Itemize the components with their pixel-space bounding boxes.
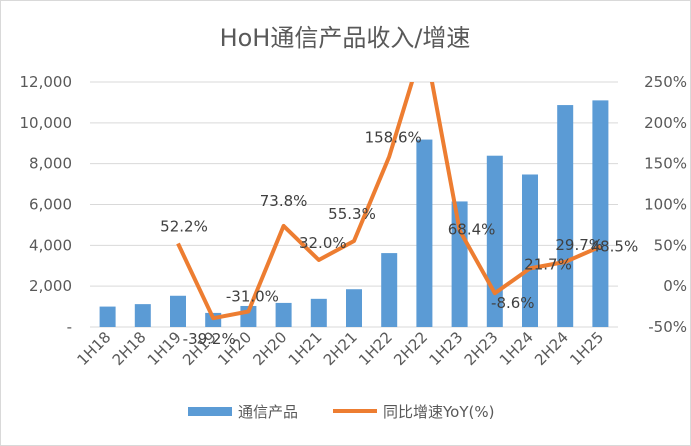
bar — [451, 201, 468, 327]
bar — [99, 306, 116, 327]
data-label: 32.0% — [299, 234, 347, 252]
left-tick-label: 6,000 — [29, 196, 72, 214]
bar — [522, 174, 538, 327]
data-label: 55.3% — [328, 205, 376, 223]
yoy-line — [176, 82, 602, 321]
right-tick-label: 250% — [644, 73, 687, 91]
bar — [275, 302, 292, 327]
right-axis: -50% 0% 50% 100% 150% 200% 250% — [644, 73, 687, 336]
right-tick-label: 0% — [663, 277, 687, 295]
data-label: 52.2% — [160, 218, 208, 236]
bar — [592, 100, 609, 327]
data-label: 48.5% — [591, 238, 639, 256]
bar — [310, 298, 327, 327]
legend-bar-label: 通信产品 — [238, 403, 298, 421]
left-tick-label: 10,000 — [20, 114, 73, 132]
left-axis: - 2,000 4,000 6,000 8,000 10,000 12,000 — [20, 73, 73, 336]
right-tick-label: -50% — [648, 318, 687, 336]
left-tick-label: 8,000 — [29, 155, 72, 173]
left-tick-label: - — [67, 318, 72, 336]
legend: 通信产品 同比增速YoY(%) — [188, 403, 494, 421]
data-label: 21.7% — [524, 255, 572, 273]
bar — [381, 253, 398, 327]
left-tick-label: 4,000 — [29, 236, 72, 254]
left-tick-label: 12,000 — [20, 73, 73, 91]
legend-line-label: 同比增速YoY(%) — [383, 403, 494, 421]
bar — [416, 139, 433, 327]
right-tick-label: 100% — [644, 196, 687, 214]
right-tick-label: 50% — [654, 236, 687, 254]
data-label: 68.4% — [448, 220, 496, 238]
bar — [557, 105, 574, 327]
line-data-labels: 52.2% -39.2% -31.0% 73.8% 32.0% 55.3% 158.6% 68… — [160, 129, 638, 349]
legend-bar-swatch — [188, 407, 232, 416]
data-label: -31.0% — [226, 287, 279, 305]
right-tick-label: 200% — [644, 114, 687, 132]
data-label: -8.6% — [491, 294, 535, 312]
data-label: -39.2% — [183, 330, 236, 348]
bar — [346, 289, 362, 327]
chart-title: HoH通信产品收入/增速 — [220, 24, 471, 52]
right-tick-label: 150% — [644, 155, 687, 173]
bar-series — [99, 100, 609, 327]
data-label: 73.8% — [260, 192, 308, 210]
bar — [170, 295, 186, 327]
data-label: 158.6% — [365, 129, 422, 147]
data-label: 29.7% — [555, 236, 603, 254]
bar — [134, 304, 151, 327]
line-series — [176, 82, 602, 321]
left-tick-label: 2,000 — [29, 277, 72, 295]
